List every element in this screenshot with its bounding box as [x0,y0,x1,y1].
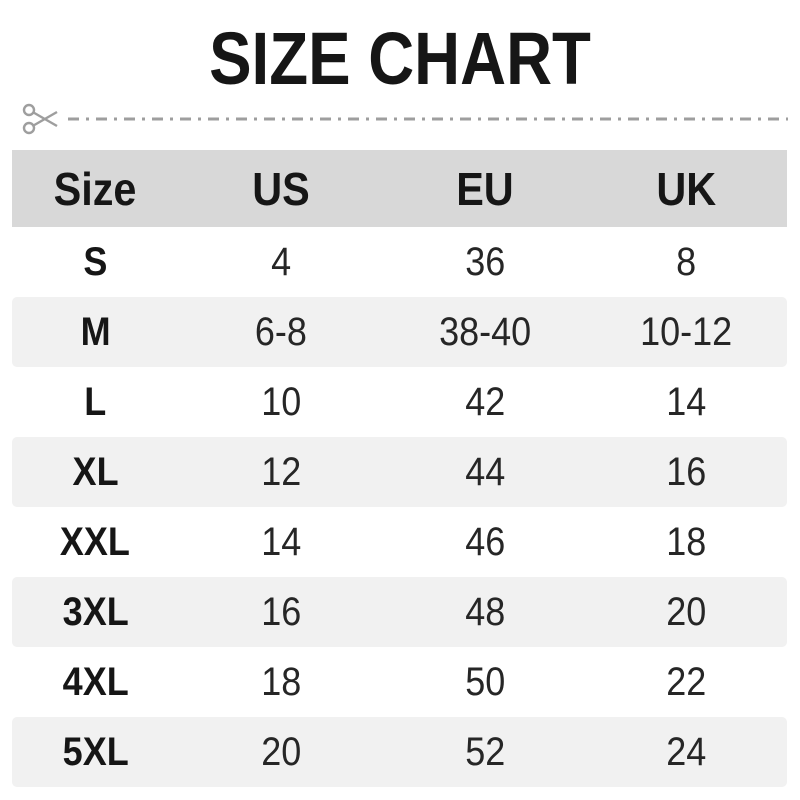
size-value-cell: 42 [384,380,586,425]
cell-text: XL [72,449,119,494]
cell-text: 50 [464,659,505,704]
cell-text: 10-12 [640,309,733,354]
page-title: SIZE CHART [0,22,800,96]
size-value-cell: 44 [384,450,586,495]
table-row-s: S 4 36 8 [12,227,787,297]
cell-text: 22 [666,659,707,704]
cell-text: 52 [464,729,505,774]
size-label-cell: XXL [12,520,179,565]
size-value-cell: 14 [586,380,788,425]
table-row-xxl: XXL 14 46 18 [12,507,787,577]
cell-text: 20 [666,589,707,634]
table-row-5xl: 5XL 20 52 24 [12,717,787,787]
size-label-cell: L [12,380,179,425]
cell-text: 4 [271,239,292,284]
size-value-cell: 4 [179,240,384,285]
cell-text: 46 [464,519,505,564]
cell-text: M [80,309,111,354]
cell-text: 42 [464,379,505,424]
size-value-cell: 22 [586,660,788,705]
cell-text: 10 [261,379,302,424]
size-label-cell: M [12,310,179,355]
header-label: Size [53,162,137,215]
table-row-xl: XL 12 44 16 [12,437,787,507]
cut-line [20,98,800,140]
header-label: UK [656,162,717,215]
cell-text: 14 [666,379,707,424]
table-row-l: L 10 42 14 [12,367,787,437]
cell-text: 38-40 [438,309,531,354]
table-header-row: Size US EU UK [12,150,787,227]
size-label-cell: S [12,240,179,285]
size-value-cell: 10 [179,380,384,425]
size-value-cell: 20 [179,730,384,775]
size-label-cell: XL [12,450,179,495]
cell-text: 16 [666,449,707,494]
size-label-cell: 5XL [12,730,179,775]
header-cell-us: US [179,162,384,216]
size-value-cell: 16 [179,590,384,635]
size-label-cell: 4XL [12,660,179,705]
cell-text: 48 [464,589,505,634]
size-table: Size US EU UK S 4 36 8 M 6-8 38-40 10-12 L 10 42 14… [12,150,787,787]
header-label: US [252,162,311,215]
cell-text: 36 [464,239,505,284]
table-row-4xl: 4XL 18 50 22 [12,647,787,717]
size-value-cell: 52 [384,730,586,775]
size-value-cell: 24 [586,730,788,775]
size-value-cell: 50 [384,660,586,705]
table-row-m: M 6-8 38-40 10-12 [12,297,787,367]
size-value-cell: 16 [586,450,788,495]
table-body: S 4 36 8 M 6-8 38-40 10-12 L 10 42 14 XL 12 44 16 XXL 14 4… [12,227,787,787]
size-value-cell: 38-40 [384,310,586,355]
cell-text: 12 [261,449,302,494]
cell-text: 18 [666,519,707,564]
cell-text: XXL [60,519,131,564]
page-title-text: SIZE CHART [209,17,591,100]
cell-text: S [83,239,108,284]
size-value-cell: 10-12 [586,310,788,355]
header-cell-uk: UK [586,162,788,216]
size-value-cell: 46 [384,520,586,565]
cell-text: 8 [676,239,697,284]
cell-text: 18 [261,659,302,704]
cell-text: 6-8 [255,309,308,354]
size-value-cell: 6-8 [179,310,384,355]
cut-line-graphic [22,103,788,135]
size-value-cell: 36 [384,240,586,285]
header-cell-eu: EU [384,162,586,216]
header-label: EU [455,162,514,215]
cell-text: 5XL [62,729,129,774]
size-value-cell: 18 [179,660,384,705]
size-value-cell: 20 [586,590,788,635]
cell-text: 3XL [62,589,129,634]
size-value-cell: 18 [586,520,788,565]
cell-text: L [84,379,107,424]
cell-text: 44 [464,449,505,494]
cell-text: 14 [261,519,302,564]
size-value-cell: 12 [179,450,384,495]
table-row-3xl: 3XL 16 48 20 [12,577,787,647]
size-value-cell: 14 [179,520,384,565]
size-value-cell: 48 [384,590,586,635]
cell-text: 4XL [62,659,129,704]
cell-text: 24 [666,729,707,774]
size-value-cell: 8 [586,240,788,285]
cell-text: 20 [261,729,302,774]
cell-text: 16 [261,589,302,634]
scissors-icon [22,103,58,135]
header-cell-size: Size [12,162,179,216]
size-label-cell: 3XL [12,590,179,635]
